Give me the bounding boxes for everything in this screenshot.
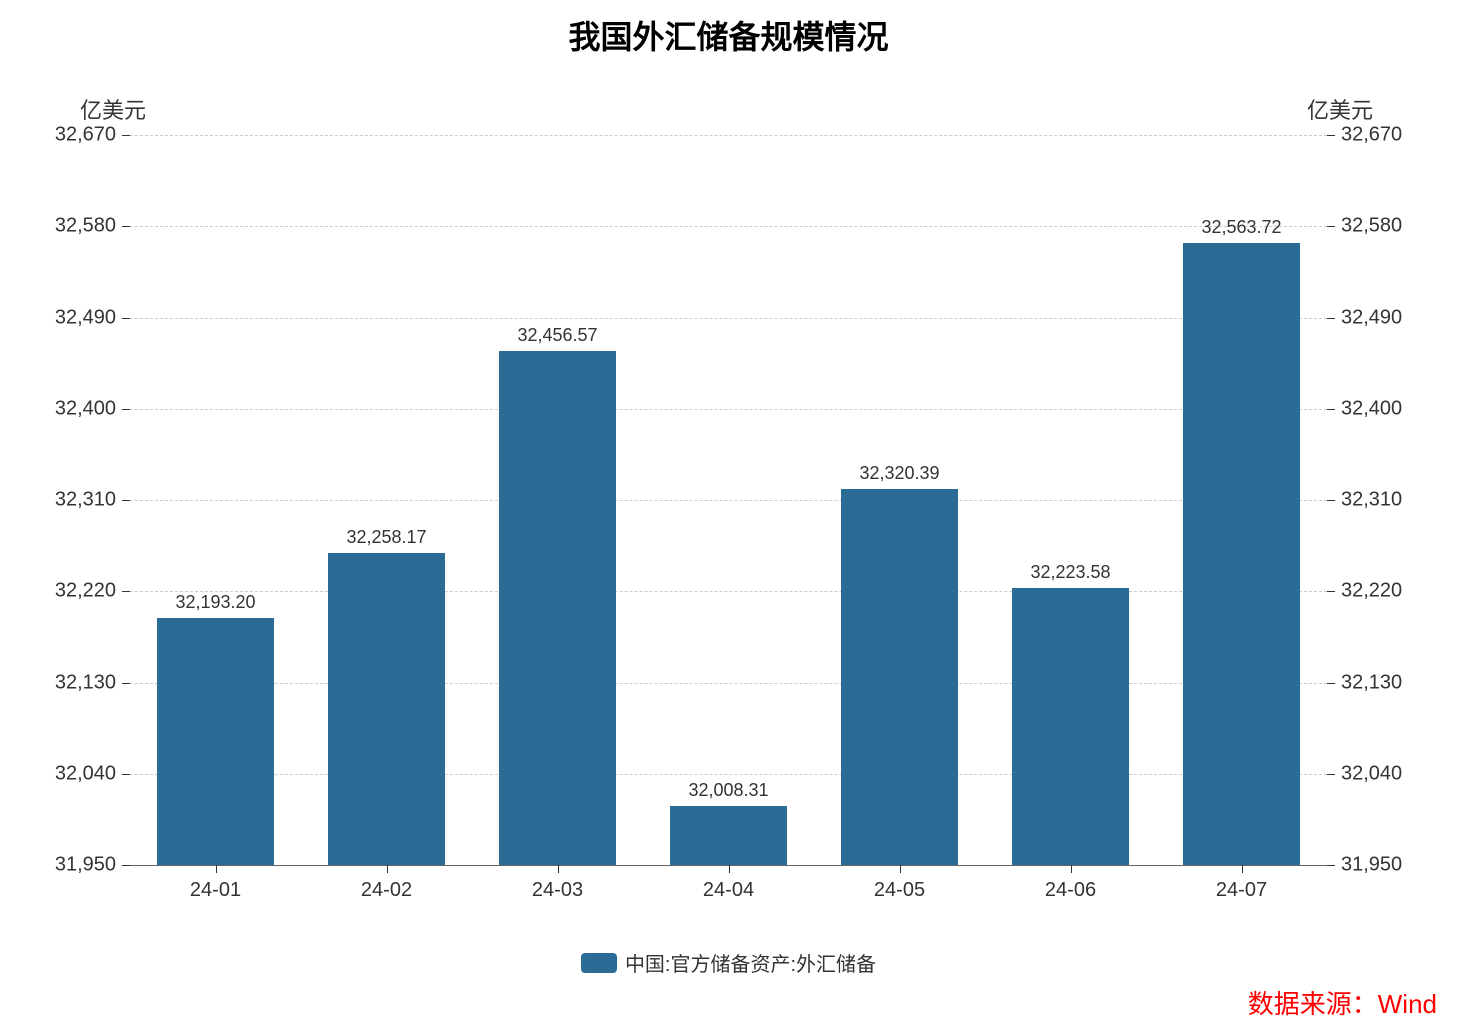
y-tick-label-right: 32,040 [1341, 762, 1402, 785]
bar-value-label: 32,456.57 [517, 325, 597, 346]
y-tick-label-left: 31,950 [55, 854, 116, 877]
gridline [130, 591, 1327, 592]
y-tick-mark-right [1327, 318, 1335, 319]
y-tick-mark-right [1327, 409, 1335, 410]
y-tick-mark-right [1327, 774, 1335, 775]
y-tick-label-right: 32,580 [1341, 215, 1402, 238]
bar [670, 806, 786, 865]
bar [157, 618, 273, 865]
legend-label: 中国:官方储备资产:外汇储备 [625, 948, 876, 977]
y-tick-label-left: 32,400 [55, 397, 116, 420]
x-tick-label: 24-06 [1045, 879, 1096, 902]
bar [1012, 588, 1128, 865]
y-axis-unit-left: 亿美元 [80, 93, 146, 125]
y-tick-mark-right [1327, 500, 1335, 501]
x-tick-mark [216, 865, 217, 873]
y-tick-mark-left [122, 774, 130, 775]
y-tick-label-left: 32,040 [55, 762, 116, 785]
y-tick-label-left: 32,580 [55, 215, 116, 238]
x-tick-mark [1071, 865, 1072, 873]
bar [499, 351, 615, 865]
bar [1183, 243, 1299, 865]
y-tick-mark-left [122, 865, 130, 866]
x-tick-mark [729, 865, 730, 873]
gridline [130, 683, 1327, 684]
x-tick-mark [1242, 865, 1243, 873]
data-source: 数据来源：Wind [1248, 984, 1437, 1021]
y-tick-label-left: 32,490 [55, 306, 116, 329]
y-tick-mark-right [1327, 226, 1335, 227]
y-tick-label-left: 32,220 [55, 580, 116, 603]
x-tick-label: 24-02 [361, 879, 412, 902]
bar-value-label: 32,223.58 [1030, 562, 1110, 583]
y-tick-label-left: 32,670 [55, 124, 116, 147]
y-axis-unit-right: 亿美元 [1307, 93, 1373, 125]
chart-title: 我国外汇储备规模情况 [0, 12, 1457, 58]
x-tick-mark [387, 865, 388, 873]
bar [328, 553, 444, 865]
y-tick-mark-left [122, 226, 130, 227]
bar-value-label: 32,320.39 [859, 463, 939, 484]
bar [841, 489, 957, 865]
y-tick-mark-left [122, 318, 130, 319]
x-tick-mark [558, 865, 559, 873]
y-tick-mark-right [1327, 591, 1335, 592]
bar-value-label: 32,193.20 [175, 592, 255, 613]
y-tick-mark-left [122, 500, 130, 501]
x-tick-label: 24-07 [1216, 879, 1267, 902]
y-tick-mark-right [1327, 135, 1335, 136]
y-tick-mark-left [122, 135, 130, 136]
y-tick-mark-left [122, 591, 130, 592]
gridline [130, 135, 1327, 136]
x-tick-label: 24-01 [190, 879, 241, 902]
y-tick-label-right: 32,670 [1341, 124, 1402, 147]
y-tick-mark-right [1327, 865, 1335, 866]
gridline [130, 318, 1327, 319]
y-tick-label-right: 32,130 [1341, 671, 1402, 694]
gridline [130, 500, 1327, 501]
bar-value-label: 32,258.17 [346, 527, 426, 548]
x-tick-mark [900, 865, 901, 873]
plot-area: 32,193.20 32,258.17 32,456.57 32,008.31 32,3… [130, 135, 1327, 865]
y-tick-label-right: 32,220 [1341, 580, 1402, 603]
y-tick-mark-left [122, 683, 130, 684]
gridline [130, 226, 1327, 227]
gridline [130, 409, 1327, 410]
y-tick-mark-left [122, 409, 130, 410]
x-tick-label: 24-04 [703, 879, 754, 902]
legend-swatch [581, 953, 617, 973]
y-tick-label-left: 32,310 [55, 489, 116, 512]
chart-container: 我国外汇储备规模情况 亿美元 亿美元 32,193.2032,258.1732,… [0, 0, 1457, 1031]
y-tick-label-right: 32,310 [1341, 489, 1402, 512]
y-tick-label-right: 32,490 [1341, 306, 1402, 329]
bar-value-label: 32,563.72 [1201, 217, 1281, 238]
bar-value-label: 32,008.31 [688, 780, 768, 801]
y-tick-label-left: 32,130 [55, 671, 116, 694]
x-tick-label: 24-03 [532, 879, 583, 902]
legend: 中国:官方储备资产:外汇储备 [0, 948, 1457, 977]
y-tick-label-right: 31,950 [1341, 854, 1402, 877]
gridline [130, 774, 1327, 775]
y-tick-label-right: 32,400 [1341, 397, 1402, 420]
x-tick-label: 24-05 [874, 879, 925, 902]
y-tick-mark-right [1327, 683, 1335, 684]
